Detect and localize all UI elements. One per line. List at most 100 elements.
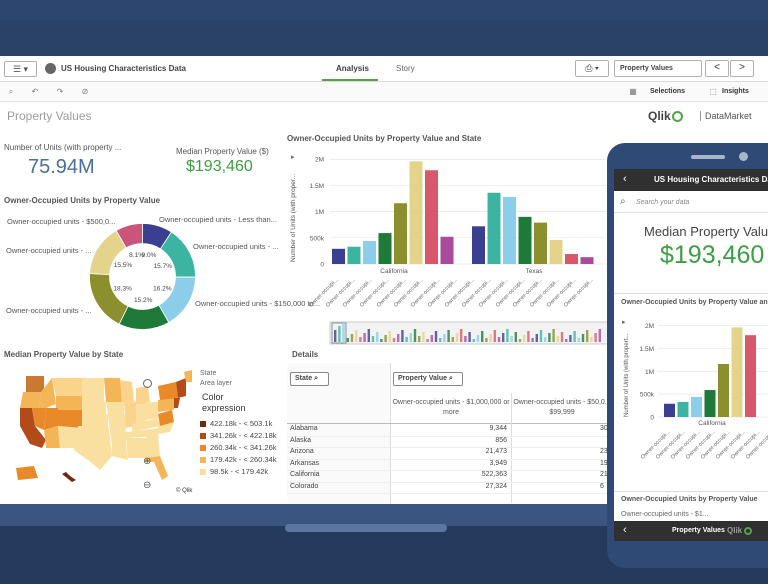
minimap-bar xyxy=(502,333,505,342)
selections-button[interactable]: Selections xyxy=(650,88,686,95)
donut-title: Owner-Occupied Units by Property Value xyxy=(4,196,161,205)
table-cell-state[interactable]: California xyxy=(290,471,320,478)
tab-analysis[interactable]: Analysis xyxy=(336,64,369,73)
state-alabama xyxy=(136,438,146,458)
table-cell-value[interactable]: 856 xyxy=(495,436,507,444)
state-idaho xyxy=(39,378,56,408)
bar xyxy=(518,216,532,264)
state-oregon xyxy=(20,392,41,408)
table-cell-state[interactable]: Arkansas xyxy=(290,459,320,467)
table-cell-state[interactable]: Alabama xyxy=(290,425,318,432)
state-washington xyxy=(26,376,44,392)
phone-bar-chart[interactable]: ▸ Number of Units (with propert... 2M 1.5… xyxy=(614,307,768,487)
x-category-label: California xyxy=(380,268,408,275)
bar xyxy=(409,161,423,264)
minimap-bar xyxy=(598,329,601,342)
minimap-bar xyxy=(485,338,488,342)
tab-story[interactable]: Story xyxy=(396,64,415,73)
minimap-bar xyxy=(531,338,534,342)
laptop-lip xyxy=(0,504,640,526)
minimap-bar xyxy=(506,329,509,342)
table-cell-state[interactable]: Colorado xyxy=(290,482,319,490)
phone-footer-title: Property Values xyxy=(672,527,725,534)
table-cell-state[interactable]: Arizona xyxy=(290,448,314,455)
kpi-median-value: $193,460 xyxy=(186,158,253,175)
zoom-out-icon[interactable]: ⊖ xyxy=(143,480,152,491)
phone-bar xyxy=(664,403,675,417)
step-back-icon[interactable]: ↶ xyxy=(31,87,39,96)
phone-search-bar[interactable]: ⌕ Search your data xyxy=(614,191,768,213)
qlik-q-icon xyxy=(671,111,683,123)
minimap-bar xyxy=(334,330,337,342)
table-cell-value[interactable]: 23 xyxy=(600,448,608,455)
y-tick-label: 1M xyxy=(315,209,324,216)
donut-label-3: Owner-occupied units - ... xyxy=(6,246,92,255)
bar xyxy=(472,226,485,264)
minimap-bar xyxy=(523,335,526,342)
menu-button[interactable]: ☰ ▾ xyxy=(4,61,37,77)
phone-screen: ‹ US Housing Characteristics Data ⌕ Sear… xyxy=(614,169,768,541)
bookmark-button[interactable]: ⎙ ▾ xyxy=(575,60,609,77)
table-cell-value[interactable]: 27,324 xyxy=(485,482,507,490)
bar xyxy=(534,222,547,264)
table-cell-value[interactable]: 9,344 xyxy=(489,425,507,432)
details-state-column xyxy=(287,363,391,504)
smart-search-icon[interactable]: ⌕ xyxy=(8,87,14,96)
state-new-york xyxy=(158,382,178,400)
back-chevron-icon[interactable]: ‹ xyxy=(623,173,627,185)
state-north-dakota xyxy=(82,378,104,390)
selections-icon[interactable]: ▦ xyxy=(629,87,637,96)
state-louisiana xyxy=(112,444,128,460)
minimap-bar xyxy=(460,329,463,342)
clear-selections-icon[interactable]: ⊘ xyxy=(81,87,89,96)
us-choropleth-map[interactable] xyxy=(8,368,193,493)
donut-chart[interactable]: 9.0% 15.7% 16.2%15.2%18.3% 15.5% 8.1% xyxy=(85,219,200,334)
minimap-bar xyxy=(493,330,496,342)
table-cell-value[interactable]: 21,473 xyxy=(485,448,507,455)
legend-label: 341.26k - < 422.18k xyxy=(210,431,277,440)
minimap-bar xyxy=(455,333,459,342)
table-cell-value[interactable]: 19 xyxy=(600,459,608,467)
search-icon: ⌕ xyxy=(448,375,453,382)
table-cell-value[interactable]: 6 xyxy=(600,482,604,490)
previous-sheet-button[interactable]: < xyxy=(705,60,729,77)
table-cell-value[interactable]: 21 xyxy=(600,471,608,478)
qlik-logo: Qlik xyxy=(648,109,683,123)
table-cell-state[interactable]: Alaska xyxy=(290,436,312,444)
phone-chart-xlabel: California xyxy=(698,420,726,427)
insights-icon[interactable]: ⬚ xyxy=(709,87,717,96)
phone-kpi-label: Median Property Value xyxy=(644,224,768,239)
column-header-1m[interactable]: Owner-occupied units - $1,000,000 or mor… xyxy=(392,399,510,416)
filter-property-value-button[interactable]: Property Value ⌕ xyxy=(393,372,463,386)
minimap-bar xyxy=(401,330,404,342)
phone-search-input[interactable]: Search your data xyxy=(636,199,690,206)
insights-button[interactable]: Insights xyxy=(722,88,749,95)
table-cell-value[interactable]: 30 xyxy=(600,425,608,432)
sheet-selector-button[interactable]: Property Values xyxy=(614,60,702,77)
minimap-bar xyxy=(544,337,547,342)
table-header-divider xyxy=(287,423,612,424)
map-legend-item: 341.26k - < 422.18k xyxy=(200,431,277,440)
donut-slice-label: 15.2% xyxy=(134,297,153,304)
table-cell-value[interactable]: 3,949 xyxy=(489,459,507,467)
map-home-icon[interactable] xyxy=(143,379,152,388)
legend-label: 422.18k - < 503.1k xyxy=(210,419,273,428)
minimap-bar xyxy=(447,330,450,342)
phone-divider-2 xyxy=(614,491,768,492)
bar xyxy=(565,254,578,264)
bar-chart-title: Owner-Occupied Units by Property Value a… xyxy=(287,134,482,143)
zoom-in-icon[interactable]: ⊕ xyxy=(143,456,152,467)
bar-chart[interactable]: ▸ Number of Units (with proper... 2M 1.5M… xyxy=(286,144,608,349)
next-sheet-button[interactable]: > xyxy=(730,60,754,77)
state-new-jersey xyxy=(174,398,180,408)
step-forward-icon[interactable]: ↷ xyxy=(56,87,64,96)
minimap-bar xyxy=(350,334,354,342)
map-title: Median Property Value by State xyxy=(4,350,124,359)
legend-swatch xyxy=(200,469,206,476)
minimap-bar xyxy=(573,331,576,342)
phone-chart-expand-icon: ▸ xyxy=(622,319,626,326)
table-cell-value[interactable]: 522,363 xyxy=(481,471,507,478)
filter-state-button[interactable]: State ⌕ xyxy=(290,372,329,386)
footer-back-icon[interactable]: ‹ xyxy=(623,524,627,536)
column-header-50k[interactable]: Owner-occupied units - $50,0... $99,999 xyxy=(513,399,611,416)
